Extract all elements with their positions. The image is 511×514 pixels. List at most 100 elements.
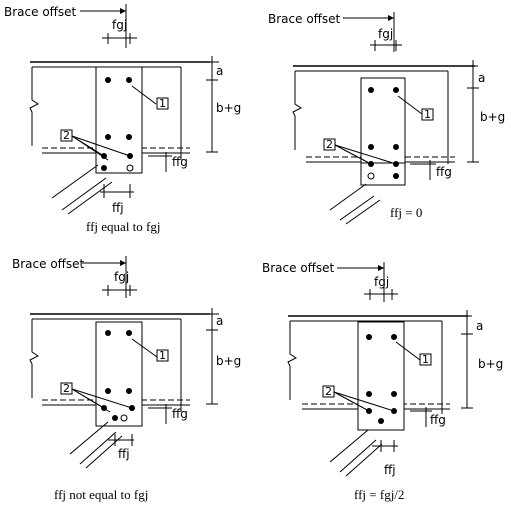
bolt-hole xyxy=(367,172,375,180)
bolt xyxy=(391,334,397,340)
bolt xyxy=(105,77,111,83)
panel-caption: ffj equal to fgj xyxy=(86,219,161,234)
callout-2-leader xyxy=(71,388,133,409)
arrowhead xyxy=(120,8,126,14)
panel-ffj-equal-fgj: Brace offset fgj 1 2 xyxy=(4,4,241,234)
callout-2-box xyxy=(60,382,73,395)
bg-label: b+g xyxy=(216,101,241,115)
bolt-hole xyxy=(120,414,128,422)
arrowhead xyxy=(120,260,126,266)
beam-break-line xyxy=(29,67,39,146)
panel-ffj-half-fgj: Brace offset fgj 1 2 a b+g xyxy=(262,261,503,502)
callout-1: 1 xyxy=(422,353,429,366)
callout-2: 2 xyxy=(63,382,70,395)
callout-2-leader xyxy=(71,388,111,413)
bolt xyxy=(366,334,372,340)
bolt xyxy=(101,165,107,171)
brace-line xyxy=(345,199,381,225)
bolt xyxy=(366,391,372,397)
fgj-label: fgj xyxy=(374,275,389,289)
bolt xyxy=(393,173,399,179)
callout-1-box xyxy=(156,349,169,362)
ffj-label: ffj xyxy=(118,447,130,461)
callout-1: 1 xyxy=(159,97,166,110)
bolt xyxy=(112,415,118,421)
brace-line xyxy=(85,435,123,469)
a-label: a xyxy=(216,64,223,78)
bolt xyxy=(393,87,399,93)
callout-2: 2 xyxy=(326,138,333,151)
brace-line xyxy=(345,443,383,477)
bolt xyxy=(105,330,111,336)
callout-1-leader xyxy=(131,338,158,358)
ffj-label: ffj xyxy=(384,463,396,477)
bolt xyxy=(105,388,111,394)
callout-2-leader xyxy=(333,391,370,412)
beam-break-line xyxy=(29,319,39,398)
bolt xyxy=(126,388,132,394)
callout-1-box xyxy=(421,108,434,121)
a-label: a xyxy=(216,314,223,328)
a-label: a xyxy=(478,71,485,85)
callout-1-leader xyxy=(395,341,421,361)
callout-2-box xyxy=(323,138,336,151)
shear-plate xyxy=(357,321,405,431)
panel-caption: ffj not equal to fgj xyxy=(54,487,148,502)
bolt xyxy=(105,134,111,140)
brace-line xyxy=(51,164,99,199)
fgj-label: fgj xyxy=(114,270,129,284)
ffg-label: ffg xyxy=(430,413,446,427)
brace-offset-label: Brace offset xyxy=(4,5,77,19)
callout-2: 2 xyxy=(325,385,332,398)
panel-ffj-zero: Brace offset fgj 1 2 a xyxy=(268,12,505,225)
callout-1: 1 xyxy=(424,108,431,121)
fgj-label: fgj xyxy=(112,18,127,32)
bolt xyxy=(126,134,132,140)
brace-line xyxy=(339,195,375,221)
callout-2: 2 xyxy=(63,129,70,142)
brace-line xyxy=(67,181,113,215)
callout-2-leader xyxy=(333,391,395,412)
beam-break-line xyxy=(292,71,302,150)
callout-1-leader xyxy=(397,95,423,115)
ffg-label: ffg xyxy=(172,155,188,169)
bg-label: b+g xyxy=(478,357,503,371)
bg-label: b+g xyxy=(216,354,241,368)
a-label: a xyxy=(476,319,483,333)
brace-offset-label: Brace offset xyxy=(262,261,335,275)
panel-caption: ffj = fgj/2 xyxy=(354,487,404,502)
ffj-label: ffj xyxy=(112,201,124,215)
bolt-hole xyxy=(126,164,134,172)
arrowhead xyxy=(378,265,384,271)
ffg-label: ffg xyxy=(172,407,188,421)
brace-offset-label: Brace offset xyxy=(12,257,85,271)
callout-2-leader xyxy=(334,144,372,165)
beam-break-line xyxy=(287,321,297,400)
callout-1-leader xyxy=(131,85,157,105)
callout-2-box xyxy=(322,385,335,398)
callout-1-box xyxy=(419,353,432,366)
callout-1: 1 xyxy=(159,349,166,362)
callout-1-box xyxy=(156,97,169,110)
brace-line xyxy=(329,183,367,211)
gusset-plate xyxy=(360,162,406,186)
bolt xyxy=(393,144,399,150)
bolt xyxy=(368,87,374,93)
brace-line xyxy=(69,421,109,455)
brace-line xyxy=(339,439,377,473)
callout-2-leader xyxy=(334,144,397,165)
panel-ffj-not-equal-fgj: Brace offset fgj 1 2 a xyxy=(12,256,241,502)
bg-label: b+g xyxy=(480,110,505,124)
callout-2-leader xyxy=(71,135,131,157)
fgj-label: fgj xyxy=(378,27,393,41)
bolt xyxy=(126,77,132,83)
brace-line xyxy=(79,431,117,465)
callout-2-leader xyxy=(71,135,109,161)
bolt xyxy=(378,418,384,424)
arrowhead xyxy=(388,15,394,21)
callout-2-box xyxy=(60,129,73,142)
brace-line xyxy=(329,429,369,463)
brace-offset-label: Brace offset xyxy=(268,12,341,26)
